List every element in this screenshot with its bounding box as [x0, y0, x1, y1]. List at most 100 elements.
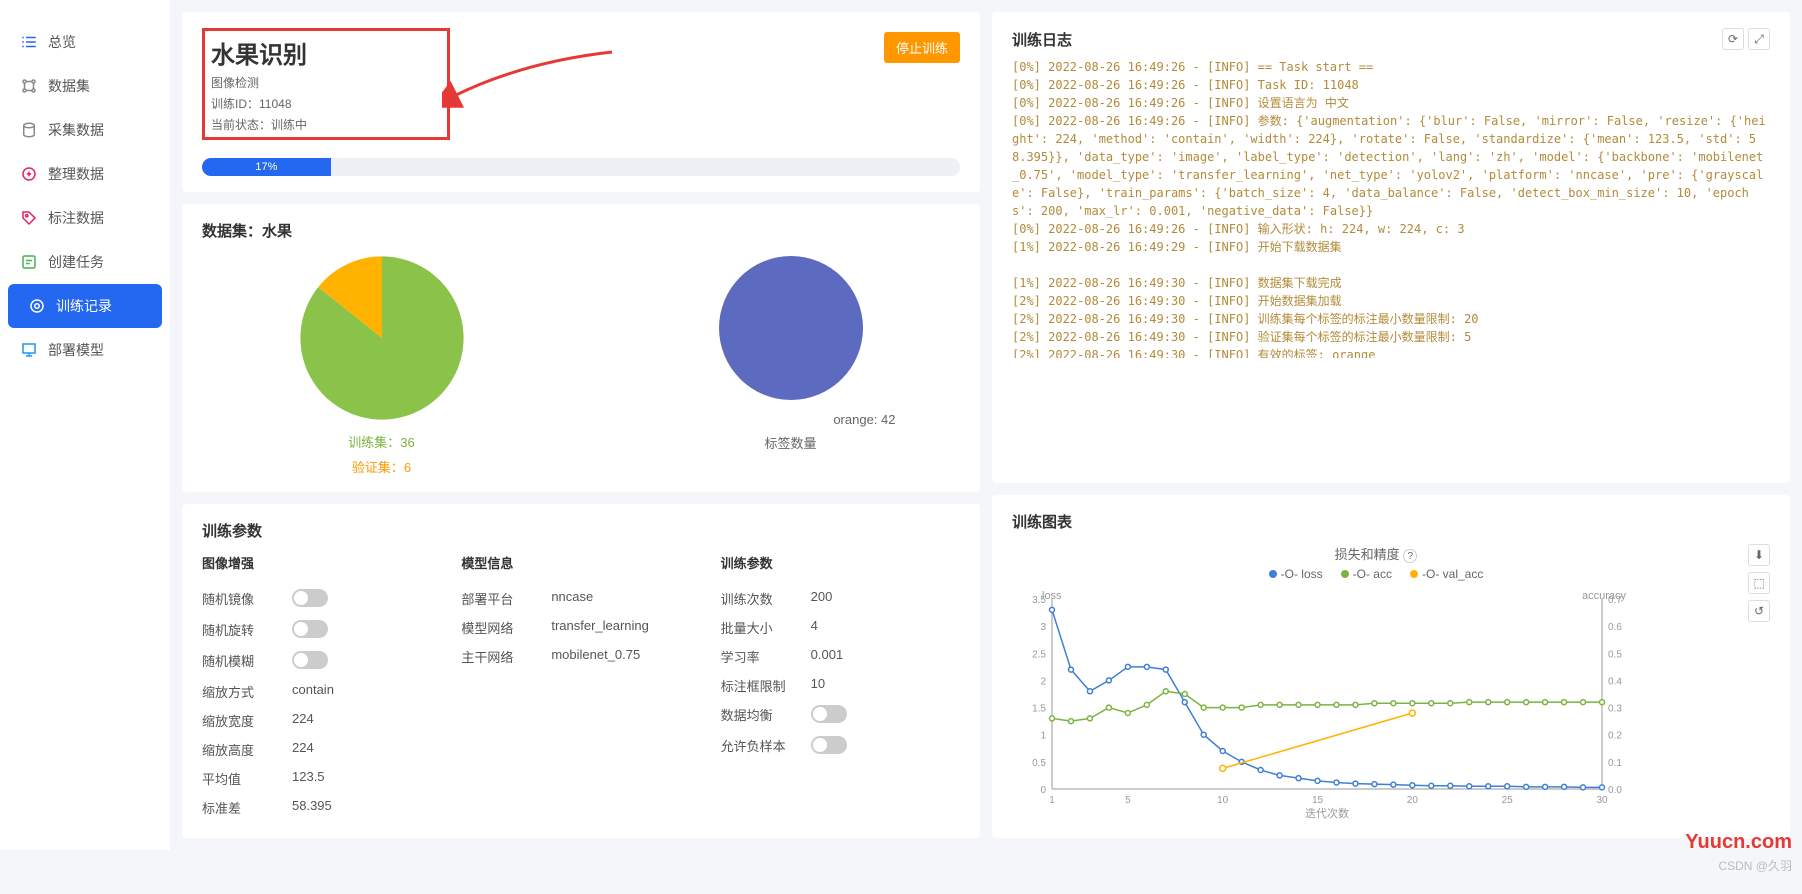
svg-text:0.6: 0.6: [1608, 622, 1622, 633]
svg-text:2: 2: [1040, 676, 1046, 687]
chart-download-button[interactable]: ⬇: [1748, 544, 1770, 566]
watermark: Yuucn.com: [1685, 831, 1792, 854]
toggle[interactable]: [292, 589, 328, 607]
param-row: 学习率0.001: [721, 642, 960, 671]
log-expand-button[interactable]: ⤢: [1748, 28, 1770, 50]
svg-text:20: 20: [1407, 795, 1419, 806]
sidebar-item-deploy[interactable]: 部署模型: [0, 328, 170, 372]
svg-text:0.1: 0.1: [1608, 758, 1622, 769]
loss-accuracy-chart: 00.511.522.533.50.00.10.20.30.40.50.60.7…: [1012, 589, 1652, 819]
task-icon: [20, 253, 38, 271]
stop-training-button[interactable]: 停止训练: [884, 32, 960, 63]
chart-tools: ⬇ ⬚ ↺: [1748, 544, 1770, 622]
log-card: 训练日志 ⟳ ⤢ [0%] 2022-08-26 16:49:26 - [INF…: [992, 12, 1790, 483]
svg-text:0.2: 0.2: [1608, 731, 1622, 742]
param-row: 标准差58.395: [202, 793, 441, 822]
pie-labels: orange: 42 标签数量: [716, 253, 866, 476]
toggle[interactable]: [292, 651, 328, 669]
sidebar-item-dataset[interactable]: 数据集: [0, 64, 170, 108]
collect-icon: [20, 121, 38, 139]
toggle[interactable]: [811, 705, 847, 723]
task-type: 图像检测: [211, 74, 307, 91]
label: 标注数据: [48, 208, 104, 228]
status: 当前状态：训练中: [211, 116, 307, 133]
deploy-icon: [20, 341, 38, 359]
svg-text:25: 25: [1502, 795, 1514, 806]
param-row: 随机镜像: [202, 584, 441, 615]
sidebar-item-clean[interactable]: 整理数据: [0, 152, 170, 196]
log-body: [0%] 2022-08-26 16:49:26 - [INFO] == Tas…: [1012, 58, 1770, 358]
label: 数据集: [48, 76, 90, 96]
pie-chart-split: [297, 253, 467, 423]
svg-text:10: 10: [1217, 795, 1229, 806]
toggle[interactable]: [292, 620, 328, 638]
csdn-watermark: CSDN @久羽: [1718, 857, 1792, 874]
param-row: 训练次数200: [721, 584, 960, 613]
param-row: 平均值123.5: [202, 764, 441, 793]
sidebar-item-overview[interactable]: 总览: [0, 20, 170, 64]
label: 创建任务: [48, 252, 104, 272]
svg-text:15: 15: [1312, 795, 1324, 806]
sidebar-item-record[interactable]: 训练记录: [8, 284, 162, 328]
sidebar-item-task[interactable]: 创建任务: [0, 240, 170, 284]
label: 整理数据: [48, 164, 104, 184]
chart-legend: -O- loss-O- acc-O- val_acc: [1012, 567, 1740, 581]
progress-bar: 17%: [202, 158, 960, 176]
train-id: 训练ID：11048: [211, 95, 307, 112]
log-title: 训练日志: [1012, 29, 1072, 50]
svg-text:5: 5: [1125, 795, 1131, 806]
svg-text:迭代次数: 迭代次数: [1305, 806, 1349, 819]
param-row: 标注框限制10: [721, 671, 960, 700]
params-title: 训练参数: [202, 520, 960, 541]
pie2-label: orange: 42: [716, 412, 896, 427]
param-row: 部署平台nncase: [461, 584, 700, 613]
info-icon: ?: [1403, 549, 1417, 563]
chart-card: 训练图表 ⬇ ⬚ ↺ 损失和精度 ? -O- loss-O- acc-O- va…: [992, 495, 1790, 838]
svg-text:2.5: 2.5: [1032, 649, 1046, 660]
label: 采集数据: [48, 120, 104, 140]
tag-icon: [20, 209, 38, 227]
param-row: 主干网络mobilenet_0.75: [461, 642, 700, 671]
chart-reset-button[interactable]: ↺: [1748, 600, 1770, 622]
pie-split: 训练集：36 验证集：6: [297, 253, 467, 476]
db-icon: [20, 77, 38, 95]
svg-text:1.5: 1.5: [1032, 704, 1046, 715]
param-row: 缩放高度224: [202, 735, 441, 764]
params-card: 训练参数 图像增强随机镜像随机旋转随机模糊缩放方式contain缩放宽度224缩…: [182, 504, 980, 838]
list-icon: [20, 33, 38, 51]
record-icon: [28, 297, 46, 315]
train-legend: 训练集：36: [297, 432, 467, 451]
label: 部署模型: [48, 340, 104, 360]
param-row: 数据均衡: [721, 700, 960, 731]
label: 总览: [48, 32, 76, 52]
param-row: 模型网络transfer_learning: [461, 613, 700, 642]
chart-zoom-button[interactable]: ⬚: [1748, 572, 1770, 594]
param-row: 随机模糊: [202, 646, 441, 677]
svg-text:0: 0: [1040, 785, 1046, 796]
svg-text:0.0: 0.0: [1608, 785, 1622, 796]
dataset-title: 数据集：水果: [202, 220, 960, 241]
svg-text:0.3: 0.3: [1608, 704, 1622, 715]
toggle[interactable]: [811, 736, 847, 754]
chart-title: 训练图表: [1012, 511, 1770, 532]
param-row: 批量大小4: [721, 613, 960, 642]
pie2-count-label: 标签数量: [716, 433, 866, 452]
sidebar-item-collect[interactable]: 采集数据: [0, 108, 170, 152]
svg-text:30: 30: [1596, 795, 1608, 806]
svg-text:1: 1: [1049, 795, 1055, 806]
header-card: 水果识别 图像检测 训练ID：11048 当前状态：训练中 停止训练 17%: [182, 12, 980, 192]
param-row: 缩放宽度224: [202, 706, 441, 735]
svg-text:0.4: 0.4: [1608, 676, 1622, 687]
sidebar: 总览 数据集 采集数据 整理数据 标注数据 创建任务 训练记录 部署模型: [0, 0, 170, 850]
log-refresh-button[interactable]: ⟳: [1722, 28, 1744, 50]
param-row: 缩放方式contain: [202, 677, 441, 706]
svg-text:3: 3: [1040, 622, 1046, 633]
svg-text:0.5: 0.5: [1032, 758, 1046, 769]
dataset-card: 数据集：水果 训练集：36 验证集：6 orange: 42 标签数量: [182, 204, 980, 492]
clean-icon: [20, 165, 38, 183]
param-row: 随机旋转: [202, 615, 441, 646]
sidebar-item-tag[interactable]: 标注数据: [0, 196, 170, 240]
progress-fill: 17%: [202, 158, 331, 176]
task-title: 水果识别: [211, 35, 307, 70]
svg-text:accuracy: accuracy: [1582, 590, 1627, 602]
